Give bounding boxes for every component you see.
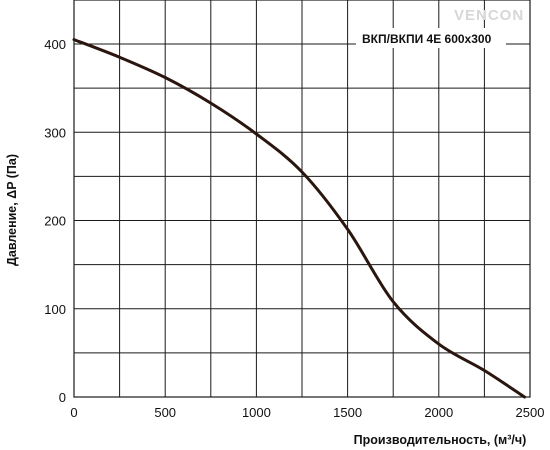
- x-tick-label: 2000: [424, 405, 453, 420]
- series-label: ВКП/ВКПИ 4Е 600x300: [362, 32, 492, 46]
- series-line: [72, 38, 526, 399]
- y-axis-label: Давление, ΔP (Па): [5, 154, 19, 266]
- y-tick-label: 400: [44, 37, 66, 52]
- tick-labels: 0 500 1000 1500 2000 2500 0 100 200 300 400: [44, 37, 544, 420]
- x-tick-label: 2500: [516, 405, 545, 420]
- y-tick-label: 100: [44, 302, 66, 317]
- series-label-background: [356, 28, 506, 48]
- x-axis-label: Производительность, (м³/ч): [354, 433, 527, 447]
- y-tick-label: 300: [44, 125, 66, 140]
- chart-grid: [74, 0, 530, 397]
- y-tick-label: 0: [59, 390, 66, 405]
- x-tick-label: 0: [70, 405, 77, 420]
- x-tick-label: 500: [154, 405, 176, 420]
- plot-frame: [73, 0, 531, 398]
- x-tick-label: 1500: [333, 405, 362, 420]
- x-tick-label: 1000: [242, 405, 271, 420]
- y-tick-label: 200: [44, 214, 66, 229]
- watermark-logo: VENCON: [454, 7, 524, 24]
